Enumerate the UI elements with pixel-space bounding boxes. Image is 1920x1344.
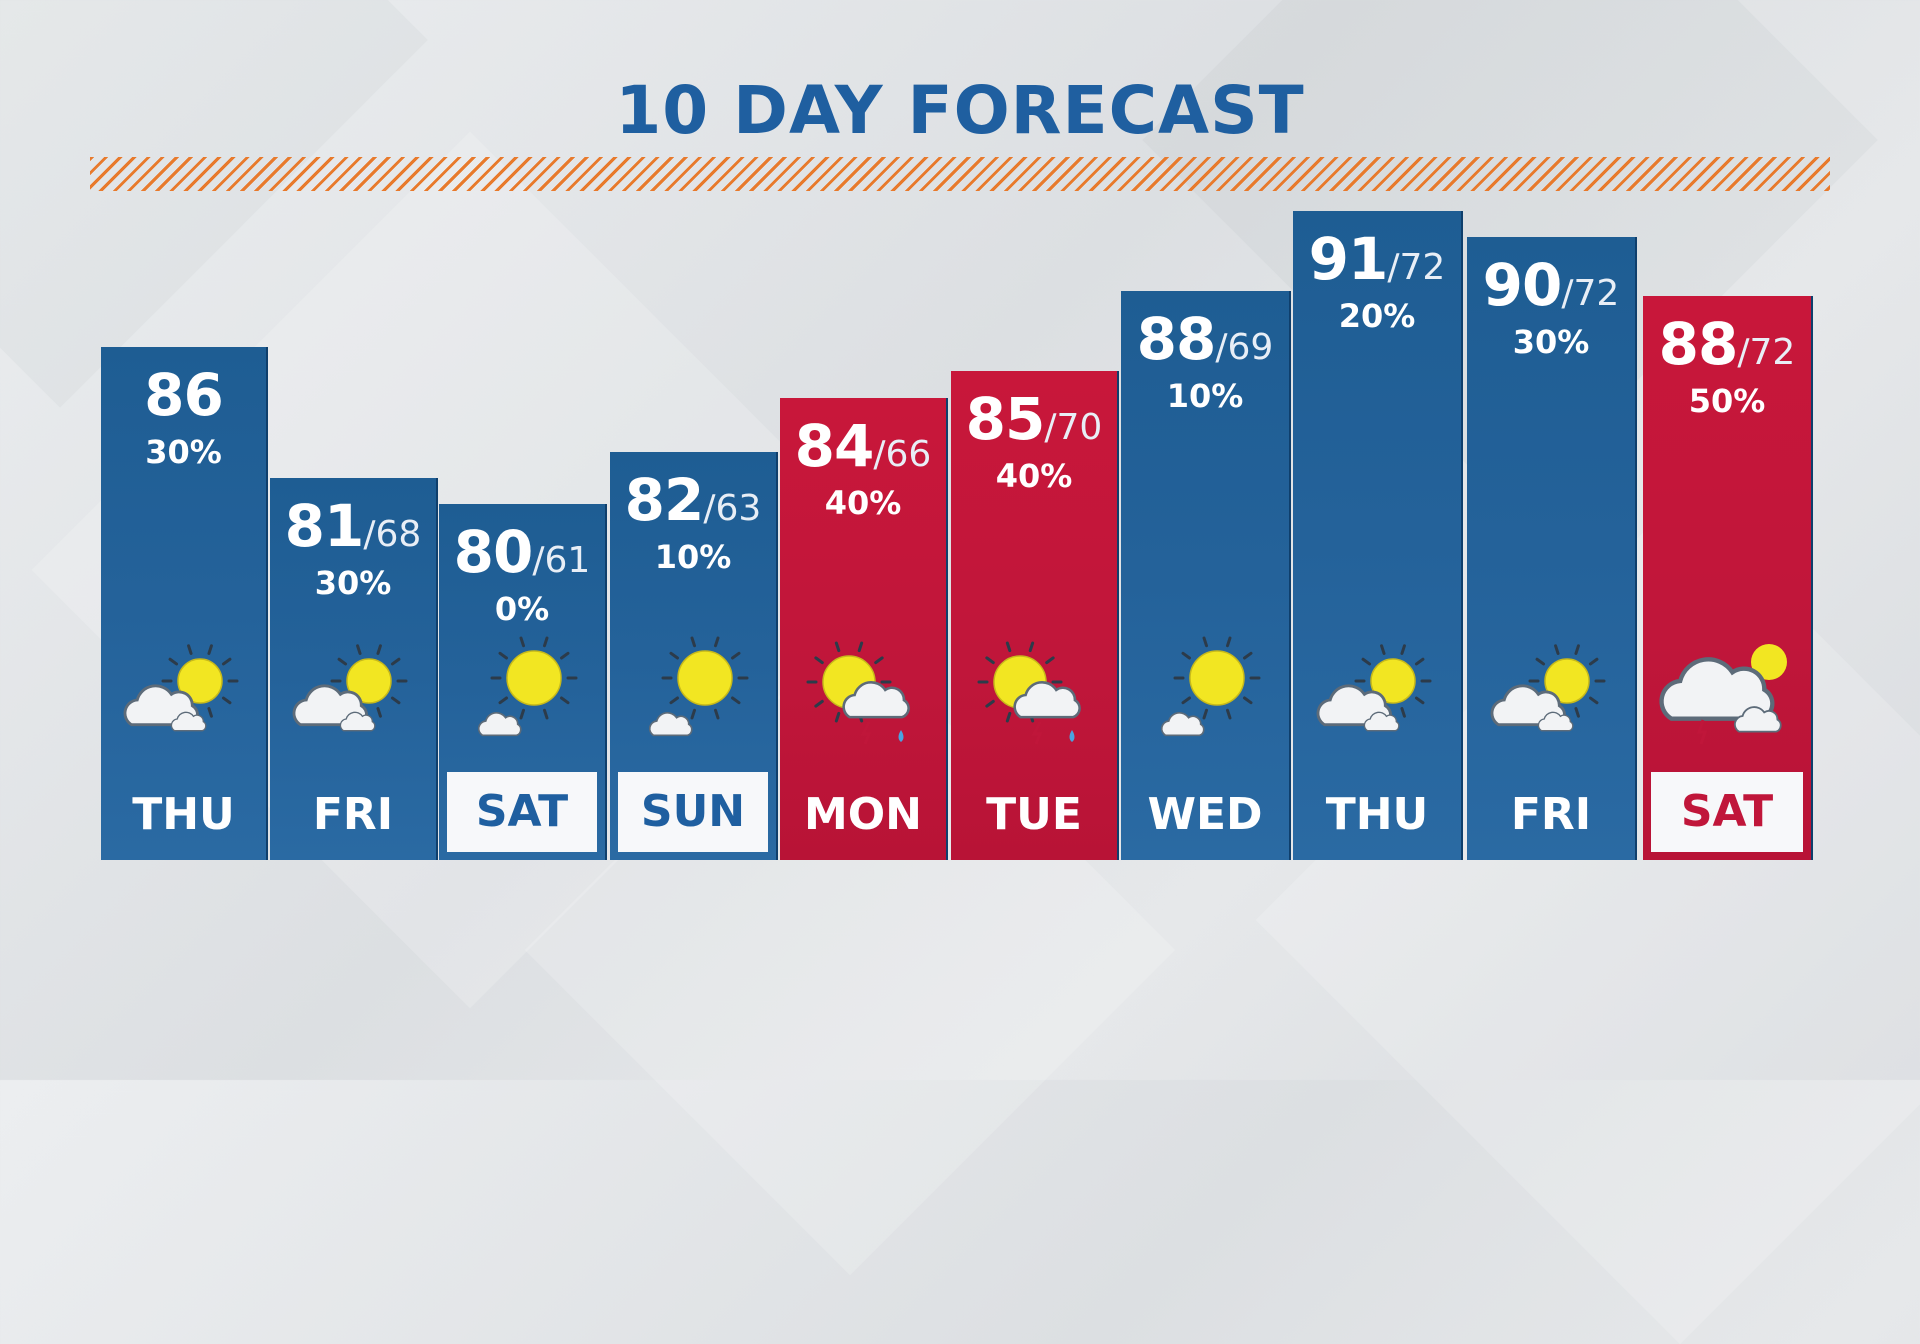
small-cloud-shape xyxy=(339,711,376,732)
temperature-readout: 88/72 xyxy=(1643,310,1811,378)
small-cloud-shape xyxy=(170,711,206,732)
low-temp: 61 xyxy=(544,540,591,581)
small-cloud-shape xyxy=(1363,711,1400,732)
partly-cloudy-icon xyxy=(101,626,266,756)
temperature-readout: 84/66 xyxy=(780,412,946,480)
forecast-day-column: 81/68 30% FRI xyxy=(270,478,438,860)
partly-cloudy-icon xyxy=(1293,626,1461,756)
mostly-sunny-icon xyxy=(1121,626,1289,756)
day-label: SAT xyxy=(1651,772,1803,852)
partly-cloudy-icon xyxy=(270,626,436,756)
forecast-day-column: 91/72 20% THU xyxy=(1293,211,1463,860)
forecast-title: 10 DAY FORECAST xyxy=(615,72,1305,149)
forecast-day-column: 80/61 0% SAT xyxy=(439,504,607,860)
high-temp: 88 xyxy=(1658,310,1739,378)
precip-chance: 10% xyxy=(654,538,732,576)
cloud-shape xyxy=(477,711,522,737)
forecast-day-column: 82/63 10% SUN xyxy=(610,452,778,860)
temp-separator: / xyxy=(703,488,716,529)
temp-separator: / xyxy=(1561,273,1574,314)
low-temp: 63 xyxy=(715,488,762,529)
sun-shape xyxy=(1173,636,1261,720)
temperature-readout: 80/61 xyxy=(439,518,605,586)
precip-chance: 30% xyxy=(1512,323,1590,361)
low-temp: 68 xyxy=(375,514,422,555)
forecast-day-column: 88/72 50% SAT xyxy=(1643,296,1813,860)
mostly-sunny-icon xyxy=(610,626,776,756)
temperature-readout: 90/72 xyxy=(1467,251,1635,319)
forecast-day-column: 85/70 40% TUE xyxy=(951,371,1119,860)
precip-chance: 40% xyxy=(824,484,902,522)
small-cloud-shape xyxy=(1734,706,1782,733)
day-label: SAT xyxy=(447,772,597,852)
day-label: WED xyxy=(1147,789,1263,840)
day-label: TUE xyxy=(986,789,1082,840)
storm-cloud-shape xyxy=(842,681,910,719)
precip-chance: 50% xyxy=(1688,382,1766,420)
large-cloud-shape xyxy=(1659,657,1775,721)
low-temp: 72 xyxy=(1573,273,1620,314)
precip-chance: 30% xyxy=(145,433,222,471)
title-underline-hatch xyxy=(90,157,1830,191)
forecast-day-column: 84/66 40% MON xyxy=(780,398,948,860)
small-cloud-shape xyxy=(1537,711,1574,732)
high-temp: 91 xyxy=(1308,225,1389,293)
high-temp: 85 xyxy=(965,385,1046,453)
temperature-readout: 81/68 xyxy=(270,492,436,560)
day-label: MON xyxy=(803,789,922,840)
day-label: THU xyxy=(1325,789,1429,840)
low-temp: 72 xyxy=(1399,247,1446,288)
temperature-readout: 82/63 xyxy=(610,466,776,534)
mostly-sunny-icon xyxy=(439,626,605,756)
forecast-day-column: 88/69 10% WED xyxy=(1121,291,1291,860)
temp-separator: / xyxy=(1215,327,1228,368)
sun-thunderstorm-icon xyxy=(951,626,1117,756)
day-label: SUN xyxy=(618,772,768,852)
high-temp: 84 xyxy=(794,412,875,480)
sun-shape xyxy=(1354,644,1432,718)
high-temp: 81 xyxy=(284,492,365,560)
temperature-readout: 85/70 xyxy=(951,385,1117,453)
raindrop-shape xyxy=(1069,730,1075,742)
precip-chance: 30% xyxy=(314,564,392,602)
cloudy-storm-icon xyxy=(1643,626,1811,756)
forecast-day-column: 90/72 30% FRI xyxy=(1467,237,1637,860)
day-label: THU xyxy=(132,789,235,840)
temperature-readout: 86 xyxy=(101,361,266,429)
temp-separator: / xyxy=(1387,247,1400,288)
low-temp: 66 xyxy=(885,434,932,475)
precip-chance: 40% xyxy=(995,457,1073,495)
day-label: FRI xyxy=(1510,789,1592,840)
high-temp: 82 xyxy=(624,466,705,534)
precip-chance: 20% xyxy=(1338,297,1416,335)
temp-separator: / xyxy=(1737,332,1750,373)
high-temp: 90 xyxy=(1482,251,1563,319)
temp-separator: / xyxy=(1044,407,1057,448)
sun-shape xyxy=(661,636,749,720)
precip-chance: 10% xyxy=(1166,377,1244,415)
forecast-day-column: 86 30% THU xyxy=(101,347,268,860)
temp-separator: / xyxy=(363,514,376,555)
partly-cloudy-icon xyxy=(1467,626,1635,756)
temperature-readout: 88/69 xyxy=(1121,305,1289,373)
high-temp: 88 xyxy=(1136,305,1217,373)
raindrop-shape xyxy=(898,730,904,742)
storm-cloud-shape xyxy=(1013,681,1081,719)
temperature-readout: 91/72 xyxy=(1293,225,1461,293)
precip-chance: 0% xyxy=(494,590,550,628)
low-temp: 72 xyxy=(1749,332,1796,373)
low-temp: 69 xyxy=(1227,327,1274,368)
day-label: FRI xyxy=(312,789,394,840)
cloud-shape xyxy=(1160,711,1205,737)
sun-thunderstorm-icon xyxy=(780,626,946,756)
low-temp: 70 xyxy=(1056,407,1103,448)
sun-shape xyxy=(490,636,578,720)
cloud-shape xyxy=(648,711,693,737)
temp-separator: / xyxy=(873,434,886,475)
temp-separator: / xyxy=(532,540,545,581)
high-temp: 86 xyxy=(144,361,224,429)
high-temp: 80 xyxy=(453,518,534,586)
